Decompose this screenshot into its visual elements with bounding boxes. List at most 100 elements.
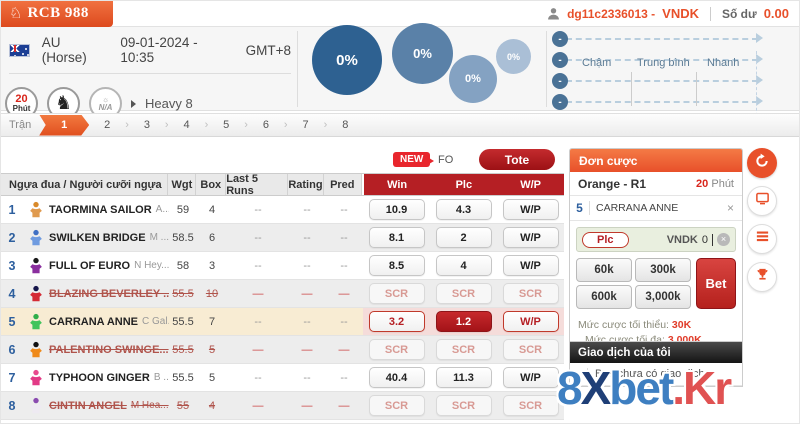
divider: [756, 51, 757, 121]
bet-countdown: 20 Phút: [696, 177, 734, 190]
quick-stake-grid: 60k 300k 600k 3,000k: [576, 258, 692, 309]
col-header-wgt: Wgt: [168, 174, 197, 195]
wp-odds-button[interactable]: W/P: [502, 311, 559, 332]
win-odds-button[interactable]: 40.4: [368, 367, 425, 388]
refresh-button[interactable]: [747, 148, 777, 178]
stake-300k-button[interactable]: 300k: [635, 258, 691, 282]
col-header-last5: Last 5 Runs: [226, 173, 288, 197]
tab-race-5[interactable]: 5: [223, 119, 230, 131]
user-icon: [547, 7, 560, 20]
tab-race-8[interactable]: 8: [342, 119, 349, 131]
race-timezone: GMT+8: [245, 42, 291, 58]
wgt-cell: 58: [176, 259, 190, 272]
brand-logo[interactable]: ♘ RCB 988: [1, 1, 113, 27]
list-icon: [755, 229, 770, 249]
plc-odds-button[interactable]: 11.3: [435, 367, 492, 388]
runner-number: 2: [8, 230, 16, 245]
tab-race-6[interactable]: 6: [262, 119, 269, 131]
bet-race-name: Orange - R1: [578, 176, 647, 191]
runner-number: 8: [8, 398, 16, 413]
last5-cell: --: [254, 259, 262, 272]
stake-input-value[interactable]: 0: [701, 233, 708, 246]
chevron-right-icon: [131, 99, 136, 108]
fo-label[interactable]: FO: [438, 154, 454, 166]
rating-cell: —: [301, 287, 313, 300]
plc-odds-button-selected[interactable]: 1.2: [435, 311, 492, 332]
balance-label: Số dư: [722, 6, 757, 21]
divider: [297, 31, 298, 107]
wp-odds-button[interactable]: W/P: [502, 367, 559, 388]
tab-race-4[interactable]: 4: [183, 119, 190, 131]
pool-bubble: 0%: [496, 39, 531, 74]
pred-cell: —: [338, 343, 350, 356]
runner-name-cell: PALENTINO SWINGE...: [49, 343, 169, 356]
tab-race-3[interactable]: 3: [143, 119, 150, 131]
plc-odds-button: SCR: [435, 395, 492, 416]
my-bets-header: Giao dịch của tôi: [570, 342, 742, 363]
runner-number: 3: [8, 258, 16, 273]
stake-600k-button[interactable]: 600k: [576, 285, 632, 309]
last5-cell: —: [252, 287, 264, 300]
jockey-silk-icon: [23, 369, 49, 387]
race-datetime: 09-01-2024 - 10:35: [120, 35, 198, 65]
clear-stake-icon[interactable]: ×: [717, 233, 730, 246]
table-row-scratched: 4 BLAZING BEVERLEY ... 55.5 10 — — — SCR…: [1, 280, 564, 308]
pred-cell: --: [340, 259, 348, 272]
stake-3000k-button[interactable]: 3,000k: [635, 285, 691, 309]
rating-cell: --: [303, 315, 311, 328]
tab-race-1[interactable]: 1: [39, 114, 90, 136]
pace-label-medium: Trung bình: [637, 57, 690, 69]
wgt-cell: 55.5: [172, 287, 194, 300]
win-odds-button[interactable]: 8.5: [368, 255, 425, 276]
live-video-button[interactable]: [747, 186, 777, 216]
runner-name-cell: BLAZING BEVERLEY ...: [49, 287, 169, 300]
plc-odds-button[interactable]: 4.3: [435, 199, 492, 220]
pool-bubble: 0%: [392, 23, 453, 84]
runner-name-cell: FULL OF EURO N Hey...: [49, 259, 169, 272]
bet-type-button[interactable]: Plc: [582, 231, 629, 248]
race-country: AU (Horse): [41, 35, 87, 65]
bet-button[interactable]: Bet: [696, 258, 736, 309]
stake-60k-button[interactable]: 60k: [576, 258, 632, 282]
bet-slip-header: Đơn cược: [570, 149, 742, 172]
box-cell: 5: [208, 343, 216, 356]
jockey-silk-icon: [23, 285, 49, 303]
site-watermark: 8Xbet.Kr: [557, 362, 732, 414]
remove-selection-icon[interactable]: ×: [726, 201, 734, 215]
wp-odds-button[interactable]: W/P: [502, 227, 559, 248]
tab-race-7[interactable]: 7: [302, 119, 309, 131]
empty-dash: -: [570, 368, 588, 380]
runner-name-cell: SWILKEN BRIDGE M ...: [49, 231, 169, 244]
tote-button[interactable]: Tote: [479, 149, 555, 170]
plc-odds-button[interactable]: 2: [435, 227, 492, 248]
wp-odds-button[interactable]: W/P: [502, 199, 559, 220]
tab-race-2[interactable]: 2: [104, 119, 111, 131]
win-odds-button[interactable]: 8.1: [368, 227, 425, 248]
pool-bubble: 0%: [312, 25, 382, 95]
leaderboard-button[interactable]: [747, 262, 777, 292]
currency-label[interactable]: VNDK: [662, 6, 699, 21]
stake-currency: VNDK: [666, 233, 698, 246]
bet-runner-number: 5: [570, 201, 590, 215]
jockey-silk-icon: [23, 313, 49, 331]
trophy-icon: [755, 267, 770, 287]
tab-separator: ›: [204, 119, 209, 131]
last5-cell: --: [254, 231, 262, 244]
stake-input-row[interactable]: Plc VNDK 0 ×: [576, 227, 736, 252]
box-cell: 4: [208, 203, 216, 216]
wp-odds-button[interactable]: W/P: [502, 255, 559, 276]
win-odds-button[interactable]: 10.9: [368, 199, 425, 220]
divider: [631, 72, 632, 106]
divider: [710, 6, 711, 21]
win-odds-button: SCR: [368, 395, 425, 416]
last5-cell: --: [254, 315, 262, 328]
win-odds-button[interactable]: 3.2: [368, 311, 425, 332]
user-id[interactable]: dg11c2336013 -: [567, 6, 656, 21]
account-area: dg11c2336013 - VNDK Số dư 0.00: [547, 6, 799, 21]
plc-odds-button[interactable]: 4: [435, 255, 492, 276]
results-list-button[interactable]: [747, 224, 777, 254]
box-cell: 3: [208, 259, 216, 272]
